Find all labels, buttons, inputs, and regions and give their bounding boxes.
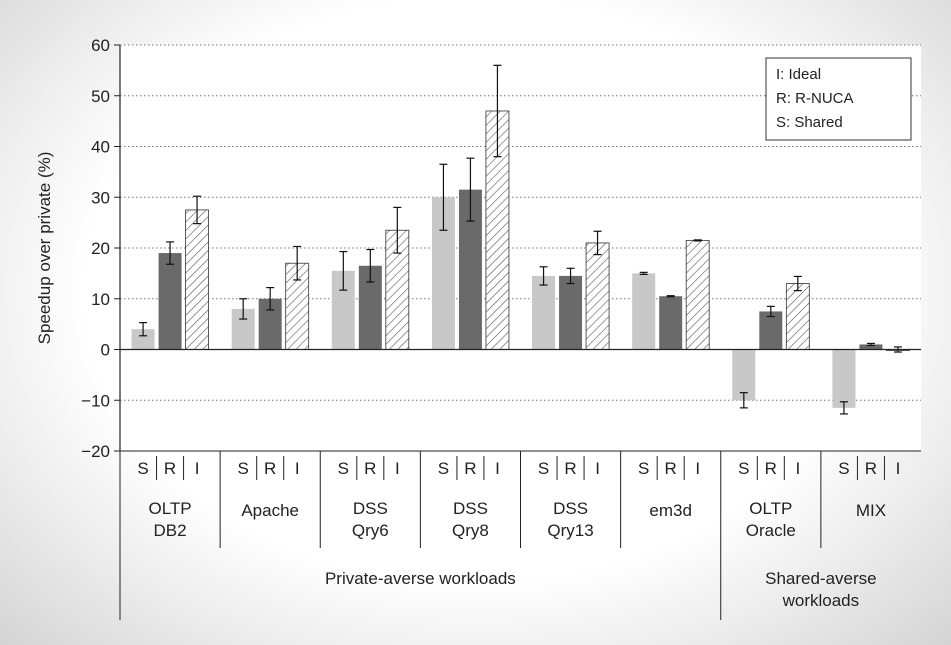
bar-letter-r: R [865,459,877,478]
bar-letter-i: I [295,459,300,478]
legend-item-ideal: I: Ideal [776,66,821,83]
group-label: Apache [241,501,299,520]
category-label: workloads [782,591,860,610]
grid-lines [120,44,921,401]
legend-item-shared: S: Shared [776,114,843,131]
bar-letter-r: R [164,459,176,478]
y-tick-label: −20 [81,442,110,461]
bar-s [832,349,856,408]
bar-letter-i: I [695,459,700,478]
group-label: Qry13 [547,521,593,540]
bar-letter-i: I [195,459,200,478]
group-label: Qry6 [352,521,389,540]
y-tick-label: −10 [81,391,110,410]
y-tick-label: 40 [91,138,110,157]
bar-letter-r: R [464,459,476,478]
bar-i [185,209,209,350]
bar-r [859,344,883,350]
bar-letter-i: I [595,459,600,478]
bar-letter-i: I [795,459,800,478]
group-label: OLTP [148,499,191,518]
y-tick-label: 0 [101,341,110,360]
bar-letter-s: S [838,459,849,478]
bar-i [585,242,610,350]
bar-letter-s: S [238,459,249,478]
bar-s [632,273,656,350]
y-tick-label: 10 [91,290,110,309]
bar-s [431,197,455,350]
bar-letter-r: R [765,459,777,478]
group-label: DSS [453,499,488,518]
bar-s [732,349,756,401]
group-label: MIX [856,501,886,520]
bar-s [532,275,556,350]
bar-letter-r: R [264,459,276,478]
bar-r [659,296,683,350]
bar-r [358,265,382,350]
bar-r [759,311,783,350]
bar-letter-i: I [896,459,901,478]
bar-r [258,298,282,350]
bar-letter-i: I [495,459,500,478]
group-label: em3d [649,501,692,520]
y-tick-label: 20 [91,239,110,258]
y-tick-label: 30 [91,188,110,207]
group-label: DSS [353,499,388,518]
group-label: DSS [553,499,588,518]
legend: I: Ideal R: R-NUCA S: Shared [765,57,912,141]
bar-r [158,253,182,350]
group-label: Oracle [746,521,796,540]
axes: −20 −10 0 10 20 30 40 50 60 [81,36,921,461]
y-tick-label: 50 [91,87,110,106]
bar-letter-i: I [395,459,400,478]
y-tick-label: 60 [91,36,110,55]
bar-letter-s: S [538,459,549,478]
bar-s [231,308,255,350]
bar-letter-r: R [564,459,576,478]
bar-i [785,283,810,350]
bar-letter-s: S [638,459,649,478]
group-label: DB2 [154,521,187,540]
bar-letter-s: S [438,459,449,478]
bar-s [131,329,155,350]
bar-s [331,270,355,350]
category-label: Private-averse workloads [325,569,516,588]
bar-letter-s: S [738,459,749,478]
legend-box [765,57,912,141]
bar-i [685,239,710,350]
category-label: Shared-averse [765,569,877,588]
bar-letter-s: S [137,459,148,478]
y-axis-label: Speedup over private (%) [35,152,54,345]
bar-r [458,189,482,350]
bars [131,110,910,408]
error-bars [139,64,902,415]
group-label: OLTP [749,499,792,518]
bar-letter-r: R [665,459,677,478]
legend-item-r-nuca: R: R-NUCA [776,90,854,107]
bar-r [559,275,583,350]
bar-letter-r: R [364,459,376,478]
bar-letter-s: S [338,459,349,478]
group-label: Qry8 [452,521,489,540]
